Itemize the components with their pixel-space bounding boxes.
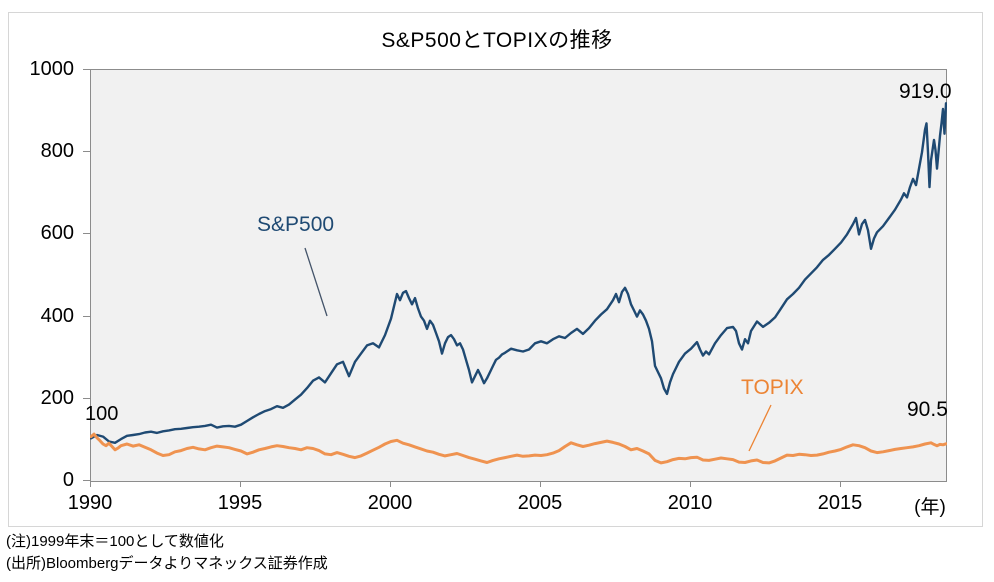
sp500-series-label: S&P500 <box>257 213 335 236</box>
x-axis-tick-mark <box>840 481 841 487</box>
y-axis-tick-mark <box>83 69 90 70</box>
topix-series-label: TOPIX <box>741 376 804 399</box>
x-axis-tick-label: 2005 <box>517 492 563 514</box>
y-axis-tick-label: 1000 <box>29 58 75 80</box>
series-group <box>90 102 947 465</box>
series-line-sp500 <box>90 102 947 444</box>
topix-leader-line <box>748 404 772 452</box>
y-axis-tick-label: 200 <box>40 386 74 409</box>
x-axis-unit-label: (年) <box>914 497 946 518</box>
y-axis-tick-mark <box>83 315 90 317</box>
x-axis-tick-mark <box>690 481 691 487</box>
y-axis-tick-label: 0 <box>62 469 74 491</box>
x-axis-tick-label: 2015 <box>817 492 863 514</box>
x-axis-tick-mark <box>540 481 541 487</box>
x-axis-tick-label: 1995 <box>217 492 263 514</box>
y-axis-tick-label: 600 <box>40 222 74 245</box>
sp500-end-value-label: 919.0 <box>899 80 952 103</box>
chart-lines-svg <box>90 102 947 465</box>
x-axis-tick-label: 1990 <box>67 492 113 514</box>
y-axis-tick-mark <box>83 480 90 481</box>
y-axis-tick-label: 400 <box>40 304 74 327</box>
start-value-label: 100 <box>85 403 119 425</box>
sp500-leader-line <box>304 247 328 317</box>
y-axis-tick-label: 800 <box>40 140 74 163</box>
y-axis-tick-mark <box>83 233 90 235</box>
plot-area <box>90 69 947 482</box>
chart-notes: (注)1999年末＝100として数値化 (出所)Bloombergデータよりマネ… <box>6 531 328 575</box>
y-axis-tick-mark <box>83 397 90 399</box>
x-axis-tick-label: 2000 <box>367 492 413 514</box>
topix-end-value-label: 90.5 <box>907 398 948 421</box>
x-axis-tick-label: 2010 <box>667 492 713 514</box>
series-line-topix <box>90 432 947 465</box>
x-axis-tick-mark <box>90 481 91 487</box>
note-line: (注)1999年末＝100として数値化 <box>6 533 224 550</box>
x-axis-tick-mark <box>390 481 391 487</box>
note-line: (出所)Bloombergデータよりマネックス証券作成 <box>6 555 328 572</box>
x-axis-tick-mark <box>240 481 241 487</box>
chart-title: S&P500とTOPIXの推移 <box>381 29 613 52</box>
y-axis-tick-mark <box>83 151 90 153</box>
